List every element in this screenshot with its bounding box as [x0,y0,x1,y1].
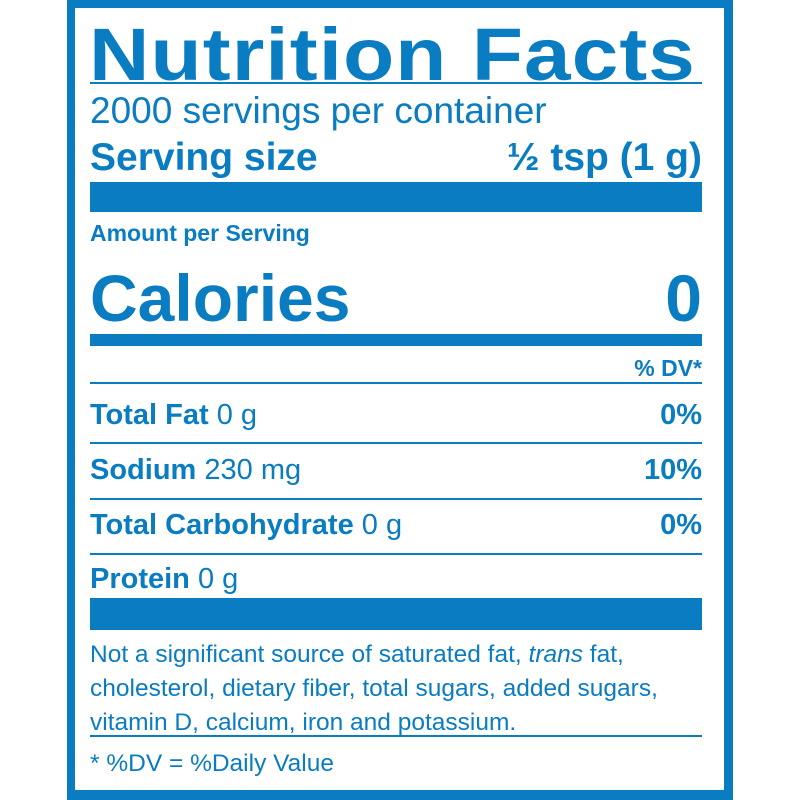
calories-label: Calories [90,261,351,335]
divider-thin [90,442,702,444]
nutrient-amount: 0 g [361,509,403,541]
divider-thin [90,382,702,384]
nutrient-row-protein: Protein 0 g [90,563,702,596]
footnote: Not a significant source of saturated fa… [90,638,710,740]
nutrient-amount: 0 g [197,563,239,595]
nutrient-name: Protein [90,563,190,595]
nutrient-dv: 10% [643,454,702,486]
calories-value: 0 [665,261,702,335]
nutrient-name: Total Fat [90,399,209,431]
footnote-text: fat, cholesterol, dietary fiber, total s… [90,641,658,736]
footnote-text: Not a significant source of saturated fa… [90,641,529,668]
label-border: Nutrition Facts 2000 servings per contai… [67,0,733,800]
dv-note: * %DV = %Daily Value [90,750,334,777]
label-title: Nutrition Facts [89,13,696,96]
nutrient-row-sodium: Sodium 230 mg 10% [90,454,702,487]
nutrient-row-total-fat: Total Fat 0 g 0% [90,399,702,432]
divider-thin [90,735,702,737]
divider-thin [90,82,702,84]
dv-header: % DV* [90,355,702,382]
divider-thin [90,498,702,500]
nutrient-name: Total Carbohydrate [90,509,354,541]
servings-per-container: 2000 servings per container [90,90,547,131]
nutrient-amount: 0 g [216,399,258,431]
serving-size-label: Serving size [90,136,318,179]
divider-thick [90,182,702,212]
divider-thin [90,553,702,555]
divider-thick [90,598,702,630]
divider-medium [90,334,702,346]
nutrient-name: Sodium [90,454,197,486]
nutrient-amount: 230 mg [204,454,302,486]
serving-size-row: Serving size ½ tsp (1 g) [90,136,702,180]
nutrient-dv: 0% [660,509,702,541]
nutrition-label: Nutrition Facts 2000 servings per contai… [75,8,724,790]
serving-size-value: ½ tsp (1 g) [506,136,702,179]
calories-row: Calories 0 [90,260,702,336]
dv-header-label: % DV* [634,355,702,381]
amount-per-serving: Amount per Serving [90,220,310,246]
nutrient-dv: 0% [660,399,702,431]
footnote-italic: trans [528,641,583,668]
nutrient-row-total-carbohydrate: Total Carbohydrate 0 g 0% [90,509,702,542]
